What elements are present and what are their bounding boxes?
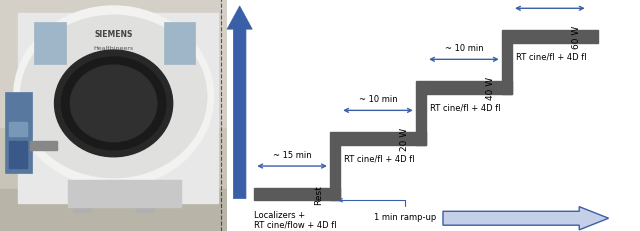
Text: RT cine/fl + 4D fl: RT cine/fl + 4D fl [344, 154, 415, 163]
Bar [29, 141, 57, 150]
Ellipse shape [13, 7, 214, 187]
Ellipse shape [54, 51, 173, 157]
Ellipse shape [61, 58, 166, 150]
Bar [426, 81, 512, 94]
Bar [73, 199, 91, 213]
Text: ~ 10 min: ~ 10 min [358, 95, 397, 104]
Bar [330, 132, 340, 200]
Text: 60 W: 60 W [572, 25, 581, 49]
Text: Time: Time [527, 213, 554, 223]
Text: Exercise Stages: Exercise Stages [235, 64, 244, 141]
Ellipse shape [20, 16, 207, 178]
FancyArrow shape [227, 7, 252, 199]
Text: ~ 10 min: ~ 10 min [445, 44, 483, 53]
Bar [9, 141, 28, 169]
Bar [512, 30, 598, 43]
Text: Localizers +
RT cine/flow + 4D fl: Localizers + RT cine/flow + 4D fl [254, 210, 337, 229]
Text: 20 W: 20 W [401, 127, 410, 150]
Bar [0, 189, 227, 231]
Bar [502, 31, 512, 94]
Text: RT cine/fl + 4D fl: RT cine/fl + 4D fl [430, 103, 501, 112]
Text: Healthineers: Healthineers [93, 46, 134, 51]
Ellipse shape [70, 66, 157, 142]
Text: 40 W: 40 W [486, 76, 495, 99]
Bar [164, 23, 195, 65]
Bar [136, 199, 154, 213]
Text: ~ 15 min: ~ 15 min [273, 150, 312, 159]
Text: Rest: Rest [314, 184, 323, 204]
Text: ~ 10 min: ~ 10 min [531, 0, 569, 2]
Text: RT cine/fl + 4D fl: RT cine/fl + 4D fl [516, 53, 587, 61]
Bar [340, 132, 426, 145]
Bar [254, 188, 340, 200]
FancyArrow shape [443, 207, 609, 230]
Bar [4, 92, 32, 173]
Bar [68, 180, 182, 208]
Bar [9, 122, 28, 136]
Bar [416, 82, 426, 145]
Text: 1 min ramp-up: 1 min ramp-up [339, 199, 436, 221]
Text: SIEMENS: SIEMENS [95, 30, 132, 39]
Bar [34, 23, 66, 65]
Bar [0, 0, 227, 127]
Bar [18, 14, 218, 203]
